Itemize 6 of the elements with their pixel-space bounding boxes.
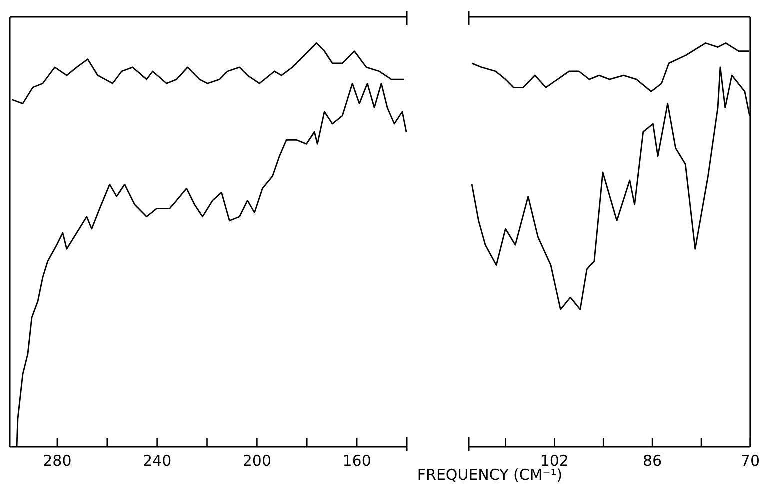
x-tick-label: 280 (43, 452, 72, 470)
x-tick-label: 70 (740, 452, 760, 470)
x-tick-label: 160 (342, 452, 372, 470)
x-tick-label: 240 (142, 452, 172, 470)
x-tick-label: 86 (643, 452, 662, 470)
x-tick-label: 200 (242, 452, 272, 470)
